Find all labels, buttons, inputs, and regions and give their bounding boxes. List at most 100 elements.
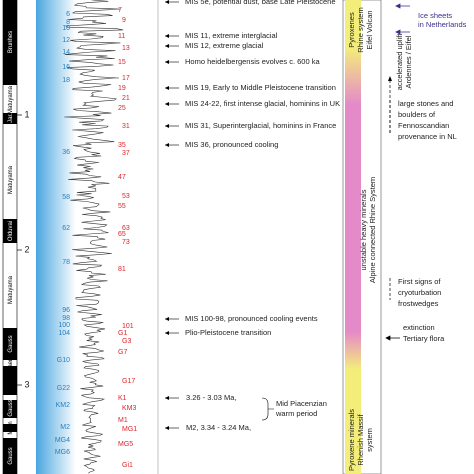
mis-even: 8 [66,19,70,26]
mis-even: 78 [62,259,70,266]
event-label: MIS 5e, potential dust, base Late Pleist… [185,0,336,6]
polarity-label: Gauss [8,447,14,464]
age-label: 2 [24,244,29,254]
mis-odd: G7 [118,349,127,356]
flora-note: extinction [403,323,435,332]
age-label: 1 [24,109,29,119]
curve-background [36,0,76,474]
polarity-label: Matuyama [8,275,14,304]
mis-odd: 17 [122,75,130,82]
mis-even: 100 [58,322,70,329]
ice-note: Ice sheets [418,11,452,20]
mineral-label: Alpine connected Rhine System [368,177,377,283]
mis-odd: 81 [118,266,126,273]
arrow-head [165,102,169,106]
polarity-label: Kaena [8,354,14,372]
arrow-head [165,426,169,430]
mis-even: 12 [62,37,70,44]
arrow-head [165,143,169,147]
mis-even: 62 [62,225,70,232]
normal-polarity [3,219,17,243]
age-label: 3 [24,379,29,389]
mis-odd: 35 [118,142,126,149]
event-label: MIS 100-98, pronounced cooling events [185,314,318,323]
mis-even: 10 [62,25,70,32]
event-label: MIS 11, extreme interglacial [185,31,278,40]
mineral-label: Rhine system [356,7,365,52]
mis-odd: G1 [118,330,127,337]
mis-odd: 47 [118,174,126,181]
mis-odd: 101 [122,323,134,330]
mineral-label: Rhenish Massif [356,413,365,465]
polarity-label: Matuyama [8,165,14,194]
mineral-label: system [365,428,374,452]
arrow-head [165,396,169,400]
arrow-head [165,0,169,4]
mis-even: G22 [57,385,70,392]
mis-odd: 65 [118,231,126,238]
mis-even: 58 [62,194,70,201]
stones-note: provenance in NL [398,132,457,141]
mineral-label: unstable heavy minerals [359,189,368,270]
arrow-head [165,124,169,128]
mis-even: 6 [66,11,70,18]
normal-polarity [3,400,17,418]
cryo-note: First signs of [398,277,441,286]
event-label: MIS 24-22, first intense glacial, homini… [185,99,340,108]
arrow-head [165,60,169,64]
mis-odd: 55 [118,203,126,210]
stones-note: large stones and [398,99,453,108]
mis-even: KM2 [56,402,71,409]
mis-odd: 15 [118,59,126,66]
mineral-bar [345,0,361,474]
mis-odd: 63 [122,225,130,232]
mis-odd: 21 [122,95,130,102]
warm-period: warm period [275,409,317,418]
mis-even: 14 [62,49,70,56]
arrow-head [165,34,169,38]
mis-odd: MG5 [118,441,133,448]
normal-polarity [3,424,17,432]
uplift-head [388,76,392,81]
mis-odd: 13 [122,45,130,52]
mis-odd: MG1 [122,426,137,433]
mis-odd: 53 [122,193,130,200]
event-label: 3.26 - 3.03 Ma, [186,393,236,402]
mineral-label: Eifel Volcan [365,10,374,49]
mineral-label: Pyroxenes [347,12,356,48]
arrow-head [165,44,169,48]
normal-polarity [3,328,17,360]
mis-even: MG6 [55,449,70,456]
warm-period: Mid Piacenzian [276,399,327,408]
ice-arrow [395,3,410,35]
arrow-head [165,86,169,90]
mis-odd: 31 [122,123,130,130]
mis-even: 36 [62,149,70,156]
cryo-note: frostwedges [398,299,439,308]
polarity-label: Gauss [8,399,14,416]
event-label: Plio-Pleistocene transition [185,328,271,337]
mis-even: M2 [60,424,70,431]
mis-odd: 73 [122,239,130,246]
mis-even: 104 [58,330,70,337]
polarity-label: Jar. [8,113,14,123]
stones-note: boulders of [398,110,436,119]
event-label: MIS 19, Early to Middle Pleistocene tran… [185,83,336,92]
mis-odd: Gi1 [122,462,133,469]
normal-polarity [3,113,17,124]
mis-even: 16 [62,64,70,71]
uplift-note: Ardennes / Eifel [404,35,413,88]
mis-even: 18 [62,77,70,84]
event-label: MIS 12, extreme glacial [185,41,264,50]
arrow-head [165,317,169,321]
normal-polarity [3,366,17,395]
mis-odd: G17 [122,378,135,385]
event-label: Homo heidelbergensis evolves c. 600 ka [185,57,320,66]
warm-bracket [261,397,274,421]
polarity-label: Matuyama [8,85,14,114]
mis-even: MG4 [55,437,70,444]
mis-odd: KM3 [122,405,137,412]
normal-polarity [3,0,17,85]
arrow-head [165,331,169,335]
